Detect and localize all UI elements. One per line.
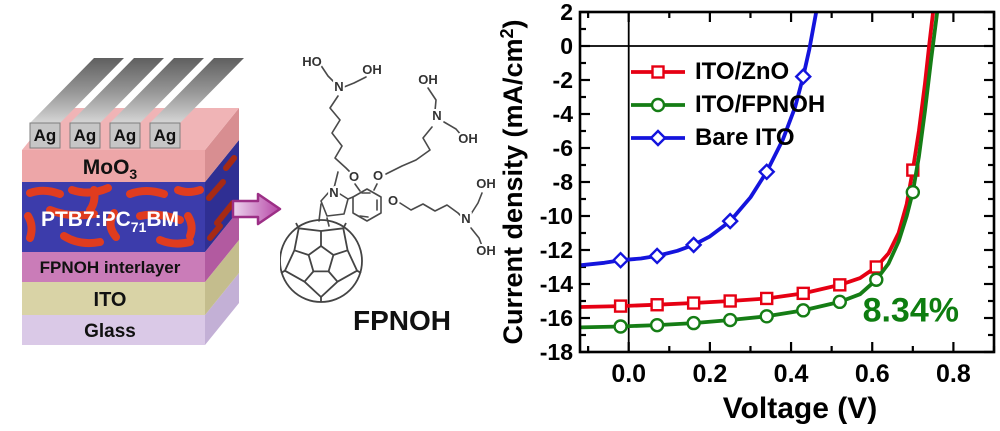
svg-text:-12: -12 bbox=[540, 237, 573, 263]
svg-text:O: O bbox=[373, 168, 383, 183]
chart-legend: ITO/ZnO ITO/FPNOH Bare ITO bbox=[627, 57, 825, 153]
svg-text:N: N bbox=[334, 79, 343, 94]
molecule-bonds bbox=[318, 63, 483, 247]
plot-frame bbox=[578, 10, 996, 354]
glass-layer bbox=[22, 315, 205, 345]
active-layer-side-blobs bbox=[206, 155, 237, 241]
svg-text:-8: -8 bbox=[553, 169, 574, 195]
legend-marker-square-icon bbox=[631, 65, 685, 79]
svg-text:OH: OH bbox=[362, 62, 382, 77]
interlayer-label: FPNOH interlayer bbox=[40, 258, 181, 277]
ag-bar: Ag bbox=[109, 58, 204, 149]
moo3-label: MoO3 bbox=[83, 156, 138, 182]
stack-side-faces bbox=[205, 108, 239, 345]
legend-label: ITO/FPNOH bbox=[695, 91, 826, 118]
svg-text:-16: -16 bbox=[540, 305, 573, 331]
active-layer-blobs bbox=[24, 184, 204, 248]
svg-text:HO: HO bbox=[302, 54, 322, 69]
svg-text:OH: OH bbox=[476, 243, 496, 258]
svg-text:0.2: 0.2 bbox=[692, 360, 727, 388]
svg-text:0.0: 0.0 bbox=[611, 360, 646, 388]
svg-text:O: O bbox=[349, 169, 359, 184]
interlayer-layer bbox=[22, 252, 205, 282]
svg-text:N: N bbox=[329, 185, 338, 200]
ag-bar: Ag bbox=[149, 58, 244, 149]
glass-label: Glass bbox=[84, 321, 136, 342]
svg-text:OH: OH bbox=[418, 72, 438, 87]
svg-text:O: O bbox=[388, 193, 398, 208]
svg-text:N: N bbox=[432, 108, 441, 123]
jv-chart: 0.0 0.2 0.4 0.6 0.8 2 0 -2 -4 -6 -8 -10 -12 -14 -16 -18… bbox=[500, 0, 996, 425]
svg-text:0: 0 bbox=[560, 33, 573, 59]
svg-text:0.8: 0.8 bbox=[936, 360, 971, 388]
svg-text:-2: -2 bbox=[553, 67, 573, 93]
legend-item: ITO/FPNOH bbox=[627, 90, 825, 120]
ag-label: Ag bbox=[114, 126, 137, 145]
moo3-layer bbox=[22, 150, 205, 182]
legend-marker-diamond-icon bbox=[631, 129, 685, 147]
y-axis-title: Current density (mA/cm2) bbox=[500, 19, 528, 344]
svg-text:-4: -4 bbox=[553, 101, 574, 127]
svg-text:-14: -14 bbox=[540, 271, 573, 297]
ito-label: ITO bbox=[94, 289, 127, 311]
legend-item: ITO/ZnO bbox=[627, 57, 825, 87]
arrow-right-icon bbox=[231, 192, 282, 226]
ito-layer bbox=[22, 282, 205, 315]
svg-text:2: 2 bbox=[560, 0, 573, 25]
x-axis-title: Voltage (V) bbox=[723, 392, 877, 425]
ag-electrodes: Ag Ag Ag Ag bbox=[29, 58, 244, 149]
ag-label: Ag bbox=[34, 126, 57, 145]
molecule-caption: FPNOH bbox=[353, 305, 451, 336]
legend-marker-circle-icon bbox=[631, 97, 685, 113]
active-label: PTB7:PC71BM bbox=[41, 208, 179, 235]
ag-bar: Ag bbox=[69, 58, 164, 149]
legend-label: Bare ITO bbox=[695, 124, 795, 151]
legend-label: ITO/ZnO bbox=[695, 58, 790, 85]
device-structure-diagram: Ag Ag Ag Ag bbox=[22, 58, 282, 345]
ag-bar: Ag bbox=[29, 58, 124, 149]
stack-front-faces bbox=[22, 150, 205, 345]
svg-text:-10: -10 bbox=[540, 203, 573, 229]
svg-text:N: N bbox=[461, 211, 470, 226]
efficiency-annotation: 8.34% bbox=[863, 292, 959, 330]
series-line-Bare ITO bbox=[580, 12, 819, 268]
svg-text:0.4: 0.4 bbox=[774, 360, 809, 388]
svg-text:OH: OH bbox=[458, 131, 478, 146]
svg-text:-18: -18 bbox=[540, 339, 573, 365]
svg-text:OH: OH bbox=[476, 176, 496, 191]
fullerene-cage bbox=[280, 219, 363, 303]
ag-label: Ag bbox=[154, 126, 177, 145]
legend-item: Bare ITO bbox=[627, 123, 825, 153]
ag-label: Ag bbox=[74, 126, 97, 145]
svg-text:-6: -6 bbox=[553, 135, 573, 161]
svg-text:0.6: 0.6 bbox=[855, 360, 890, 388]
